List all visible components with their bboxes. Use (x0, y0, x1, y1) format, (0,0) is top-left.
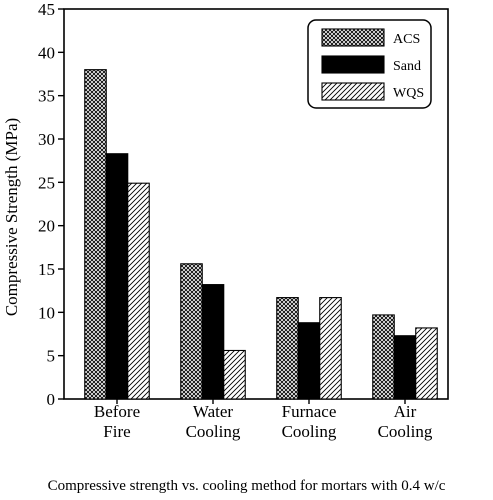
bar-wqs-air-cooling (415, 327, 438, 400)
y-tick-label: 45 (38, 0, 55, 19)
x-tick-label-line: Air (394, 402, 417, 421)
y-tick-label: 5 (47, 347, 56, 366)
figure-caption: Compressive strength vs. cooling method … (47, 478, 446, 494)
y-tick-label: 10 (38, 303, 55, 322)
x-tick-label-line: Water (193, 402, 233, 421)
legend-swatch-sand (321, 55, 385, 74)
bar-sand-before-fire (105, 153, 129, 400)
legend: ACS Sand WQS (307, 19, 432, 109)
bar-wqs-water-cooling (223, 349, 246, 400)
bar-sand-furnace-cooling (297, 322, 321, 400)
y-tick-label: 15 (38, 260, 55, 279)
bar-sand-air-cooling (393, 335, 417, 400)
bar-acs-furnace-cooling (276, 297, 299, 400)
legend-label-acs: ACS (393, 32, 420, 47)
x-tick-label-line: Furnace (282, 402, 337, 421)
x-tick-label-line: Cooling (282, 422, 337, 441)
x-tick-label: Water Cooling (186, 402, 241, 441)
bar-acs-before-fire (84, 69, 107, 400)
bar-sand-water-cooling (201, 284, 225, 400)
y-tick-label: 20 (38, 217, 55, 236)
bar-wqs-furnace-cooling (319, 297, 342, 400)
y-tick-label: 0 (47, 390, 56, 409)
x-tick-label-line: Cooling (186, 422, 241, 441)
legend-swatch-wqs (321, 82, 385, 101)
x-tick-label-line: Fire (103, 422, 130, 441)
y-axis-label: Compressive Strength (MPa) (2, 118, 21, 316)
plot-frame (63, 8, 449, 400)
x-tick-label-line: Before (94, 402, 140, 421)
x-tick-label-line: Cooling (378, 422, 433, 441)
y-tick-label: 25 (38, 173, 55, 192)
bar-acs-water-cooling (180, 263, 203, 400)
bar-acs-air-cooling (372, 314, 395, 400)
bar-wqs-before-fire (127, 182, 150, 400)
legend-label-wqs: WQS (393, 86, 424, 101)
y-tick-label: 40 (38, 43, 55, 62)
y-tick-label: 35 (38, 87, 55, 106)
legend-swatch-acs (321, 28, 385, 47)
x-tick-label: Furnace Cooling (282, 402, 337, 441)
x-tick-label: Air Cooling (378, 402, 433, 441)
x-tick-label: Before Fire (94, 402, 140, 441)
legend-label-sand: Sand (393, 59, 421, 74)
y-tick-label: 30 (38, 130, 55, 149)
